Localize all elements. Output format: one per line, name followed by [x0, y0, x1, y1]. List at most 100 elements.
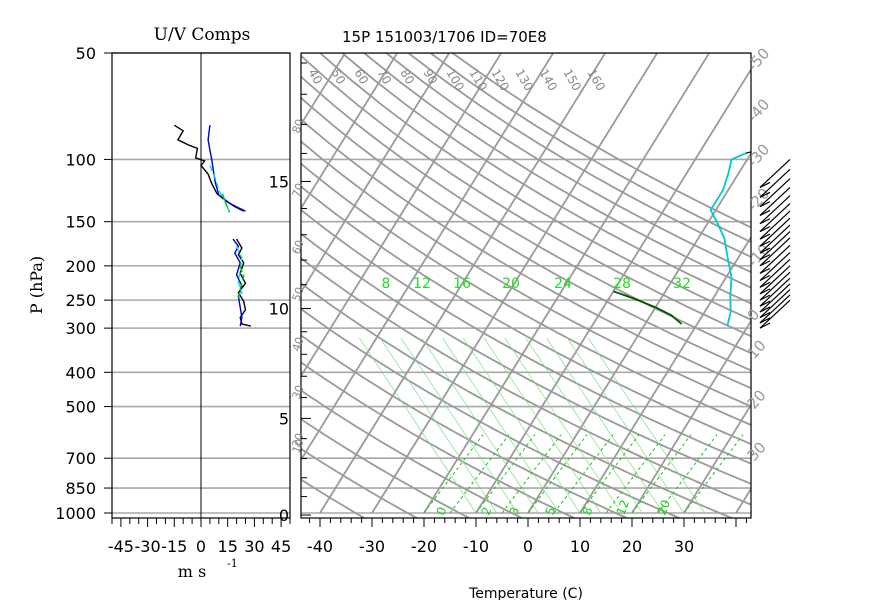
uv-series-group — [173, 124, 251, 327]
wind-barb — [759, 195, 791, 225]
dry-adiabat-line — [301, 418, 472, 518]
mixing-ratio-line — [553, 434, 614, 514]
moist-adiabat-line — [442, 337, 560, 514]
uv-series-line — [232, 238, 243, 327]
uv-series-line — [207, 125, 246, 212]
isotherm-line — [579, 235, 751, 514]
dry-adiabat-line — [301, 232, 751, 485]
theta-label: 130 — [512, 67, 536, 94]
pressure-tick-label: 250 — [65, 291, 96, 310]
wind-barb — [759, 158, 791, 188]
wind-barb — [759, 277, 791, 307]
dry-adiabat-line — [301, 389, 524, 518]
moist-adiabat-line — [463, 337, 581, 514]
wind-barb-flag — [759, 300, 771, 307]
dry-adiabat-line — [301, 361, 577, 518]
isotherm-line — [371, 53, 658, 514]
theta-label: 110 — [466, 67, 490, 94]
uv-series-line — [209, 165, 231, 213]
temperature-tick-label: -40 — [307, 537, 333, 556]
wind-barb — [759, 210, 791, 240]
wind-barb — [759, 294, 791, 324]
mixing-ratio-label: 12 — [413, 276, 431, 292]
wind-barb — [759, 178, 791, 208]
isotherm-label: 10 — [744, 336, 770, 362]
dry-adiabat-line — [301, 118, 751, 390]
isotherm-label: -50 — [744, 44, 774, 74]
mixing-ratio-label: 8 — [382, 276, 391, 292]
pressure-tick-labels: 50 100 150 200 250 300 400 500 700 850 1000 — [55, 44, 112, 523]
uv-xlabel-exponent: -1 — [227, 557, 238, 570]
moist-adiabat-line — [546, 337, 664, 514]
uv-x-tick-label: 0 — [196, 537, 206, 556]
height-tick-label: 15 — [269, 172, 289, 191]
height-tick-label: 0 — [279, 506, 289, 525]
moist-adiabat-line — [421, 337, 539, 514]
temperature-tick-label: 0 — [523, 537, 533, 556]
sounding-line — [709, 152, 747, 326]
isotherm-line — [527, 151, 751, 514]
dry-adiabat-line — [301, 307, 682, 518]
uv-x-tick-label: -45 — [108, 537, 134, 556]
side-label: 60 — [290, 238, 307, 256]
wind-barb — [759, 224, 791, 254]
uv-x-tick-label: 30 — [244, 537, 264, 556]
wind-barb-flag — [759, 209, 771, 216]
wind-barb — [759, 237, 791, 267]
temperature-x-ticks: -40 -30 -20 -10 0 10 20 30 — [307, 518, 747, 556]
mixing-ratio-line — [579, 434, 640, 514]
side-label: 80 — [290, 117, 307, 135]
mixing-ratio-line — [449, 434, 510, 514]
wind-barb — [759, 252, 791, 281]
bottom-mixing-label: 0 — [434, 505, 450, 517]
uv-xlabel: m s — [178, 562, 206, 581]
wind-barb-flag — [759, 191, 771, 198]
wind-barb-flag — [759, 260, 771, 267]
moist-adiabat-line — [567, 337, 685, 514]
mixing-ratio-label: 28 — [613, 276, 631, 292]
mixing-ratio-line — [683, 434, 744, 514]
isotherm-label: 20 — [744, 386, 770, 412]
dry-adiabat-line — [319, 53, 751, 321]
uv-series-line — [235, 245, 243, 295]
skewt-title: 15P 151003/1706 ID=70E8 — [342, 28, 547, 46]
wind-barb-flag — [759, 274, 771, 282]
theta-label: 140 — [536, 67, 560, 94]
wind-barb — [759, 186, 791, 216]
wind-barb — [759, 258, 791, 288]
bottom-mixing-label: 3 — [507, 505, 523, 517]
wind-barb-flag — [759, 322, 771, 329]
pressure-tick-label: 200 — [65, 257, 96, 276]
uv-x-ticks: -45 -30 -15 0 15 30 45 — [108, 518, 291, 556]
pressure-tick-label: 300 — [65, 319, 96, 338]
isotherm-line — [0, 53, 137, 513]
wind-barb-flag — [759, 281, 771, 288]
mixing-ratio-line — [631, 434, 692, 514]
mixing-ratio-label: 24 — [554, 276, 572, 292]
wind-barb — [759, 168, 791, 198]
temperature-tick-label: -10 — [463, 537, 489, 556]
dry-adiabat-line — [301, 208, 751, 465]
isotherm-line — [788, 53, 887, 513]
uv-x-tick-label: 45 — [271, 537, 291, 556]
temperature-tick-label: 20 — [622, 537, 642, 556]
wind-barbs — [759, 158, 791, 329]
temperature-tick-label: -30 — [359, 537, 385, 556]
dry-adiabat-line — [301, 96, 751, 372]
pressure-axis-label: P (hPa) — [27, 256, 46, 314]
wind-barb — [759, 244, 791, 274]
theta-label: 80 — [397, 67, 417, 87]
sounding-line — [613, 290, 683, 325]
bottom-mixing-label: 20 — [655, 498, 673, 517]
dry-adiabat-line — [301, 75, 751, 355]
moist-adiabat-line — [587, 337, 706, 514]
mixing-ratio-line — [475, 434, 536, 514]
mixing-ratio-line — [657, 434, 718, 514]
moist-adiabat-line — [359, 337, 477, 514]
moist-adiabat-line — [483, 337, 602, 514]
wind-barb — [759, 217, 791, 247]
isotherm-label: -40 — [744, 95, 774, 125]
isotherm-line — [840, 53, 887, 513]
